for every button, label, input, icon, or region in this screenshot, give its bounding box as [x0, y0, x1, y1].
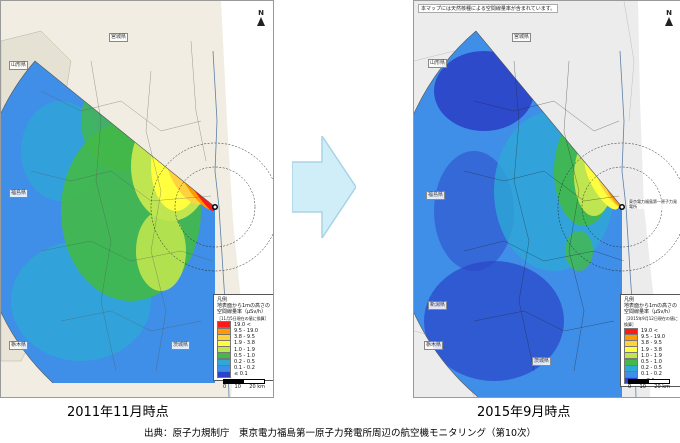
north-arrow-icon: N	[256, 9, 266, 26]
legend-title-2015: 凡例	[624, 297, 635, 303]
legend-subtitle-3-2015: ［2015年9月12日現在の値に換算］	[624, 315, 678, 327]
legend-subtitle-1: 地表面から1mの高さの	[217, 303, 271, 310]
label-niigata-2015: 新潟県	[428, 301, 448, 310]
legend-label: 1.9 - 3.8	[234, 340, 255, 347]
legend-label: 9.5 - 19.0	[641, 334, 666, 341]
legend-label: 1.0 - 1.9	[234, 346, 255, 353]
legend-2015: 凡例 地表面から1mの高さの 空間線量率（μSv/h） ［2015年9月12日現…	[620, 294, 680, 387]
label-ibaraki-2015: 茨城県	[532, 357, 552, 366]
map-2011-legend-row: ≤ 0.1	[217, 370, 271, 378]
legend-label: 0.5 - 1.0	[641, 358, 662, 365]
date-label-2011: 2011年11月時点	[67, 405, 169, 420]
legend-label: 0.2 - 0.5	[234, 358, 255, 365]
plant-label: 東京電力福島第一原子力発電所	[628, 199, 680, 209]
scale-20-2015: 20 km	[654, 384, 670, 390]
label-ibaraki: 茨城県	[171, 341, 191, 350]
legend-label: 0.1 - 0.2	[641, 371, 662, 378]
source-caption: 出典：原子力規制庁 東京電力福島第一原子力発電所周辺の航空機モニタリング（第10…	[143, 428, 537, 439]
scale-bar-2015: 0 10 20 km	[628, 379, 670, 390]
legend-title: 凡例	[217, 297, 228, 303]
natural-radiation-note: 本マップには天然核種による空間線量率が含まれています。	[418, 4, 559, 13]
comparison-arrow-icon	[292, 136, 356, 238]
legend-subtitle-3: ［11月5日現在の値に換算］	[217, 315, 269, 321]
legend-subtitle-2: 空間線量率（μSv/h）	[217, 309, 267, 316]
date-label-2015: 2015年9月時点	[477, 405, 571, 420]
legend-label: 1.9 - 3.8	[641, 346, 662, 353]
north-label-2015: N	[666, 9, 672, 17]
legend-label: 3.8 - 9.5	[641, 340, 662, 347]
map-2015-panel: 山形県 宮城県 福島県 新潟県 栃木県 茨城県 東京電力福島第一原子力発電所 N…	[413, 0, 680, 398]
legend-label: 19.0 <	[641, 328, 658, 335]
scale-bar-2011: 0 10 20 km	[223, 379, 265, 390]
legend-label: 1.0 - 1.9	[641, 352, 662, 359]
legend-label: 3.8 - 9.5	[234, 334, 255, 341]
radiation-map-2011	[1, 1, 273, 397]
label-fukushima: 福島県	[9, 189, 29, 198]
label-yamagata-2015: 山形県	[428, 59, 448, 68]
scale-0-2015: 0	[628, 384, 632, 390]
legend-label: 0.1 - 0.2	[234, 365, 255, 372]
scale-20: 20 km	[249, 384, 265, 390]
legend-subtitle-2-2015: 空間線量率（μSv/h）	[624, 309, 674, 316]
legend-subtitle-1-2015: 地表面から1mの高さの	[624, 303, 678, 310]
legend-label: ≤ 0.1	[234, 371, 248, 378]
north-label: N	[258, 9, 264, 17]
label-tochigi-2015: 栃木県	[424, 341, 444, 350]
label-fukushima-2015: 福島県	[426, 191, 446, 200]
map-2011-panel: 山形県 宮城県 福島県 栃木県 茨城県 N 凡例 地表面から1mの高さの 空間線…	[0, 0, 274, 398]
legend-swatch	[217, 370, 231, 378]
legend-label: 0.2 - 0.5	[641, 365, 662, 372]
legend-label: 19.0 <	[234, 321, 251, 328]
legend-2011: 凡例 地表面から1mの高さの 空間線量率（μSv/h） ［11月5日現在の値に換…	[213, 294, 273, 381]
scale-10: 10	[234, 384, 241, 390]
label-miyagi: 宮城県	[109, 33, 129, 42]
scale-0: 0	[223, 384, 227, 390]
label-miyagi-2015: 宮城県	[512, 33, 532, 42]
scale-10-2015: 10	[639, 384, 646, 390]
label-yamagata: 山形県	[9, 61, 29, 70]
label-tochigi: 栃木県	[9, 341, 29, 350]
legend-label: 0.5 - 1.0	[234, 352, 255, 359]
legend-label: 9.5 - 19.0	[234, 328, 259, 334]
north-arrow-icon-2015: N	[664, 9, 674, 26]
